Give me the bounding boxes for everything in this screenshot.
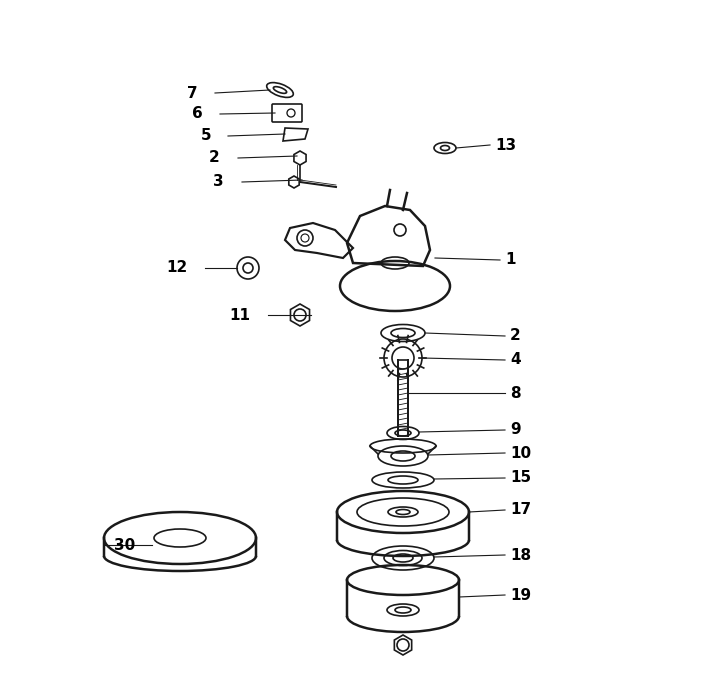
Text: 15: 15 [510, 471, 531, 486]
Text: 2: 2 [210, 150, 220, 165]
Text: 13: 13 [495, 137, 516, 152]
Text: 9: 9 [510, 423, 521, 438]
Text: 12: 12 [167, 260, 188, 275]
Text: 3: 3 [213, 174, 224, 189]
Text: 10: 10 [510, 445, 531, 460]
Text: 2: 2 [510, 329, 521, 344]
Text: 1: 1 [505, 253, 516, 268]
Text: 30: 30 [114, 538, 135, 553]
Text: 4: 4 [510, 352, 521, 367]
Text: 11: 11 [229, 307, 250, 322]
Text: 19: 19 [510, 587, 531, 602]
Text: 17: 17 [510, 503, 531, 518]
Text: 18: 18 [510, 548, 531, 563]
Text: 6: 6 [192, 107, 203, 122]
Text: 8: 8 [510, 385, 521, 400]
Text: 7: 7 [187, 85, 198, 100]
Text: 5: 5 [200, 128, 211, 143]
